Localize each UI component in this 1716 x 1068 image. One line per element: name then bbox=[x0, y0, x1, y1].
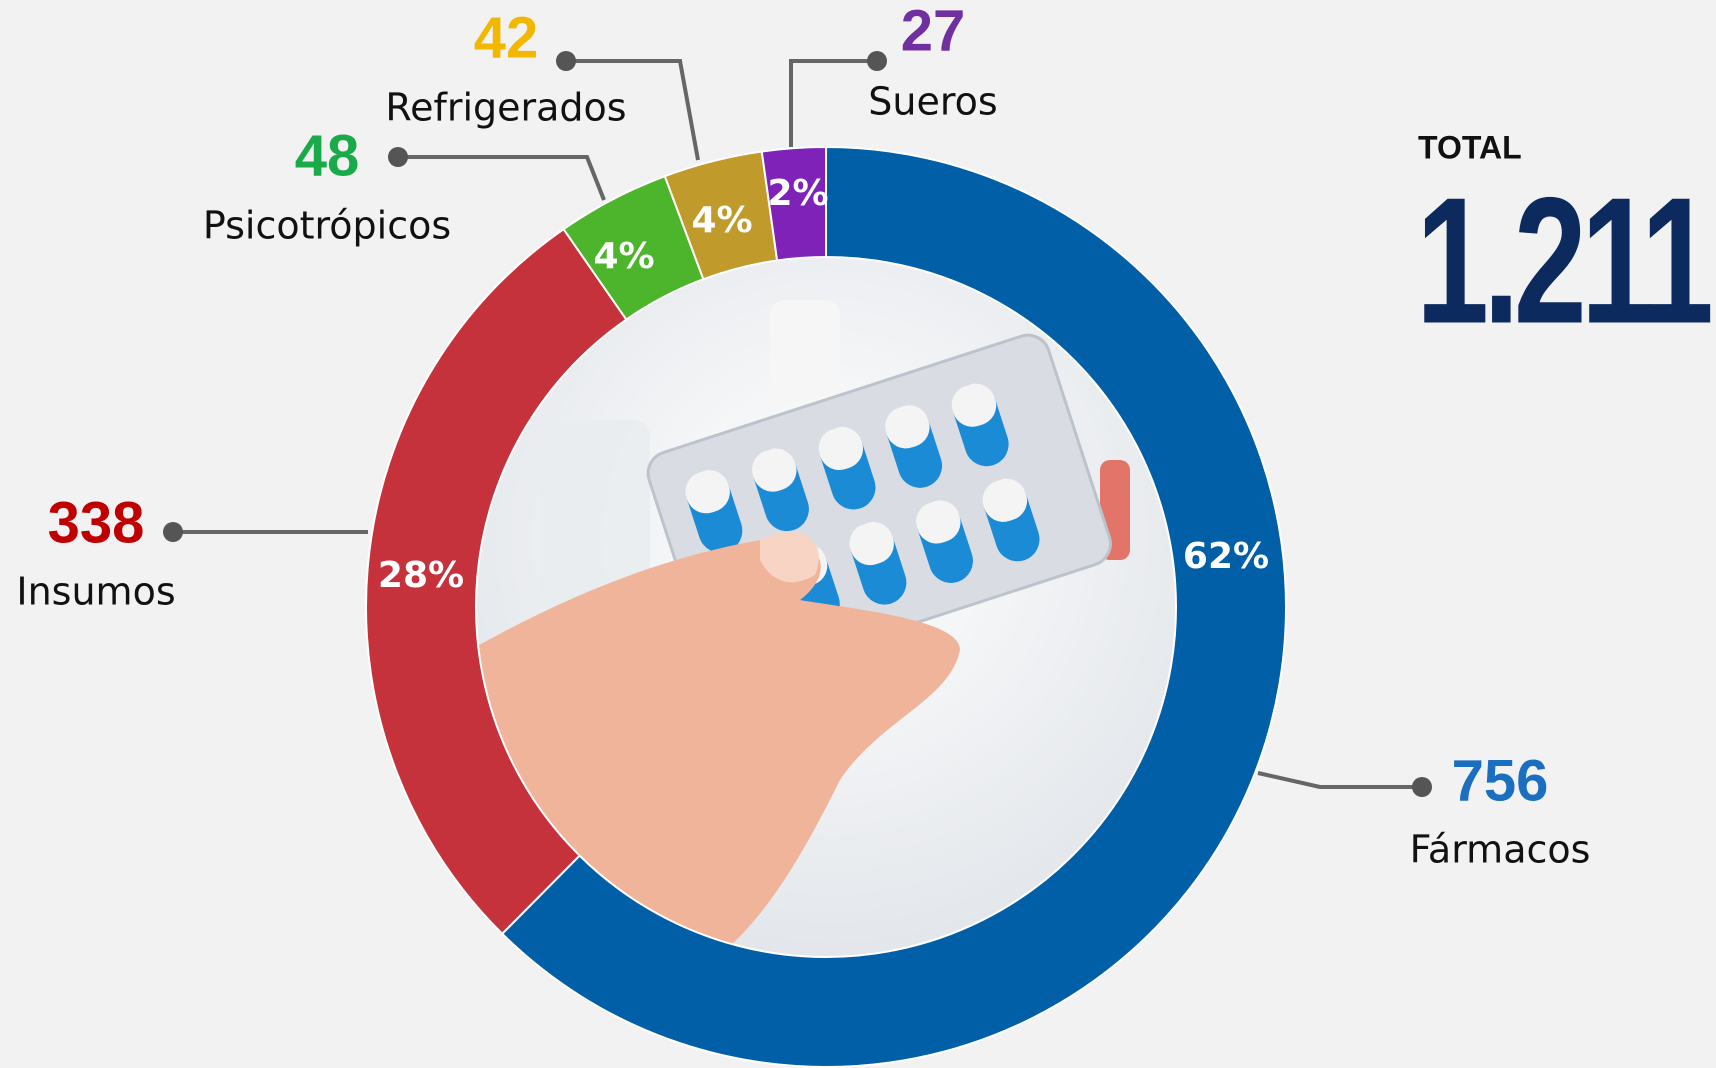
category-label: Refrigerados bbox=[385, 86, 626, 130]
leader-line bbox=[398, 157, 604, 200]
percent-label: 28% bbox=[378, 555, 464, 596]
value-label: 48 bbox=[295, 123, 360, 188]
total-value: 1.211 bbox=[1416, 161, 1711, 362]
percent-label: 62% bbox=[1183, 536, 1269, 577]
percent-label: 2% bbox=[767, 173, 828, 214]
leader-dot bbox=[1412, 777, 1432, 797]
category-label: Sueros bbox=[868, 80, 997, 124]
percent-label: 4% bbox=[593, 236, 654, 277]
value-label: 42 bbox=[474, 5, 539, 70]
category-label: Insumos bbox=[16, 570, 175, 614]
value-label: 338 bbox=[48, 490, 145, 555]
value-label: 756 bbox=[1452, 748, 1549, 813]
leader-line bbox=[791, 61, 877, 147]
leader-line bbox=[1258, 773, 1422, 787]
chart: 62% 28% 4% 4% 2% 756 Fármacos 338 Insumos 48 Psic… bbox=[0, 0, 1716, 1068]
category-label: Psicotrópicos bbox=[203, 204, 451, 248]
category-label: Fármacos bbox=[1410, 828, 1591, 872]
percent-label: 4% bbox=[691, 200, 752, 241]
value-label: 27 bbox=[901, 0, 966, 63]
leader-dot bbox=[163, 522, 183, 542]
leader-dot bbox=[388, 147, 408, 167]
leader-dot bbox=[556, 51, 576, 71]
leader-dot bbox=[867, 51, 887, 71]
